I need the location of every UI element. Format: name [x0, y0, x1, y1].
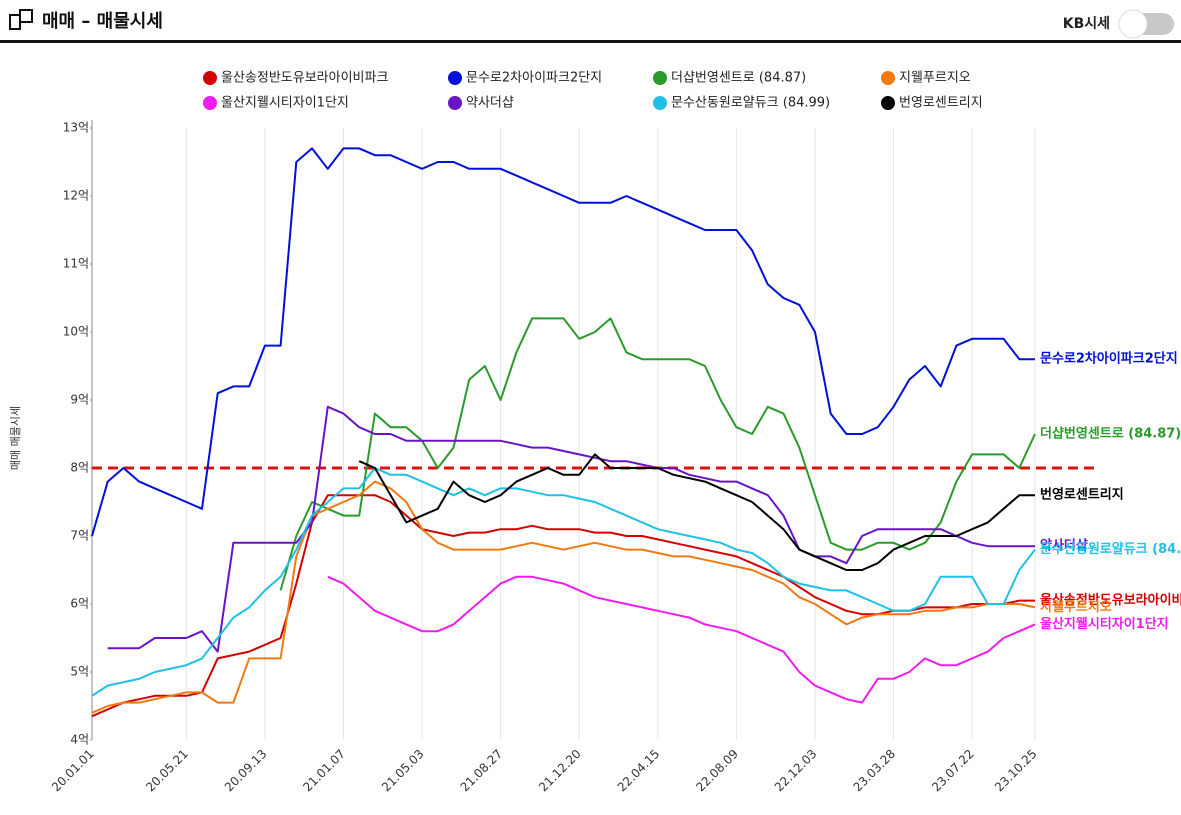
- legend-swatch: [203, 71, 217, 85]
- x-tick-label: 21.01.07: [300, 747, 348, 795]
- x-tick-label: 21.12.20: [536, 747, 584, 795]
- x-tick-label: 23.07.22: [929, 747, 977, 795]
- header-title: 매매 – 매물시세: [42, 11, 163, 32]
- legend-swatch: [881, 71, 895, 85]
- series-line: [91, 467, 1036, 697]
- y-tick-label: 10억: [63, 325, 89, 339]
- series-line: [91, 480, 1036, 714]
- legend-swatch: [881, 96, 895, 110]
- y-tick-label: 5억: [70, 665, 89, 679]
- legend-swatch: [203, 96, 217, 110]
- end-label: 지웰푸르지오: [1040, 600, 1112, 615]
- end-label: 더샵번영센트로 (84.87): [1040, 426, 1181, 442]
- x-tick-label: 20.05.21: [143, 747, 191, 795]
- x-tick-label: 22.04.15: [615, 747, 663, 795]
- end-label: 번영로센트리지: [1040, 487, 1124, 503]
- x-tick-label: 23.03.28: [850, 747, 898, 795]
- y-tick-label: 4억: [70, 733, 89, 747]
- legend-label: 문수로2차아이파크2단지: [466, 71, 602, 86]
- x-tick-label: 22.12.03: [772, 747, 820, 795]
- y-tick-label: 6억: [70, 597, 89, 611]
- series-line: [358, 453, 1035, 571]
- series-line: [327, 575, 1036, 704]
- legend-label: 번영로센트리지: [899, 96, 983, 111]
- x-tick-label: 21.08.27: [458, 747, 506, 795]
- end-label: 문수산동원로얄듀크 (84.99): [1040, 541, 1181, 557]
- legend-label: 지웰푸르지오: [899, 71, 971, 86]
- legend-swatch: [653, 71, 667, 85]
- x-tick-label: 20.01.01: [49, 747, 97, 795]
- legend-swatch: [448, 71, 462, 85]
- y-tick-label: 11억: [63, 257, 89, 271]
- y-axis-label: 매매 매물시세: [9, 406, 22, 470]
- end-label: 문수로2차아이파크2단지: [1040, 351, 1178, 367]
- legend-label: 약사더샵: [466, 96, 514, 111]
- end-label: 울산지웰시티자이1단지: [1040, 616, 1169, 632]
- legend-swatch: [653, 96, 667, 110]
- legend-label: 울산송정반도유보라아이비파크: [221, 71, 388, 86]
- end-label: 약사더샵: [1040, 538, 1088, 554]
- legend-label: 더샵번영센트로 (84.87): [671, 71, 806, 86]
- header-icon: [9, 9, 33, 30]
- y-tick-label: 12억: [63, 189, 89, 203]
- legend-label: 문수산동원로얄듀크 (84.99): [671, 95, 830, 111]
- end-label: 울산송정반도유보라아이비파크: [1040, 592, 1181, 608]
- y-tick-label: 7억: [70, 529, 89, 543]
- header-rule: [0, 40, 1181, 43]
- x-tick-label: 20.09.13: [222, 747, 270, 795]
- series-line: [279, 317, 1036, 591]
- x-tick-label: 23.10.25: [992, 747, 1040, 795]
- series-line: [107, 405, 1035, 653]
- kb-toggle[interactable]: [1118, 9, 1174, 39]
- x-tick-label: 22.08.09: [693, 747, 741, 795]
- legend-label: 울산지웰시티자이1단지: [221, 96, 349, 111]
- legend-swatch: [448, 96, 462, 110]
- y-tick-label: 9억: [70, 393, 89, 407]
- toggle-label: KB시세: [1063, 16, 1110, 32]
- y-tick-label: 8억: [70, 461, 89, 475]
- series-line: [91, 147, 1035, 537]
- x-tick-label: 21.05.03: [379, 747, 427, 795]
- y-tick-label: 13억: [63, 121, 89, 135]
